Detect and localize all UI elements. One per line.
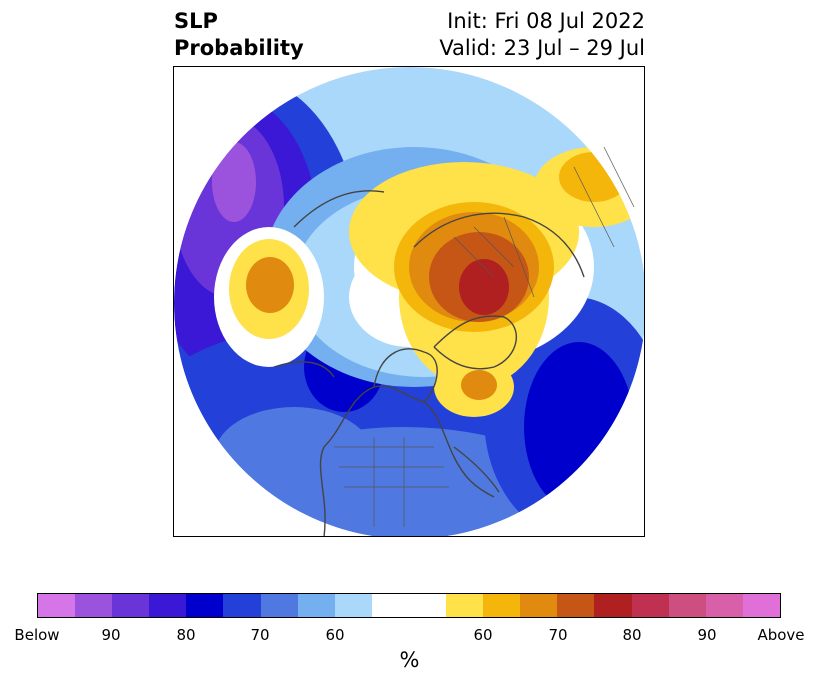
- init-date: Init: Fri 08 Jul 2022: [447, 9, 645, 33]
- tick-label: 80: [622, 626, 642, 644]
- colorbar-segment: [149, 594, 187, 617]
- colorbar-segment: [742, 594, 780, 617]
- tick-label: 70: [548, 626, 568, 644]
- colorbar-segment: [223, 594, 261, 617]
- tick-label: Above: [757, 626, 805, 644]
- colorbar-segment: [520, 594, 558, 617]
- colorbar-segment: [483, 594, 521, 617]
- colorbar: [37, 593, 781, 618]
- map-background: [174, 67, 644, 536]
- shaded-field: [174, 67, 644, 536]
- probability-map-svg: [174, 67, 644, 536]
- forecast-dates: Init: Fri 08 Jul 2022 Valid: 23 Jul – 29…: [439, 8, 645, 62]
- colorbar-unit: %: [399, 648, 420, 672]
- colorbar-segment: [631, 594, 669, 617]
- tick-label: 60: [325, 626, 345, 644]
- colorbar-segment: [186, 594, 224, 617]
- chart-title: SLP Probability: [174, 8, 304, 62]
- tick-label: 90: [101, 626, 121, 644]
- colorbar-segment: [557, 594, 595, 617]
- colorbar-segment: [260, 594, 298, 617]
- valid-range: Valid: 23 Jul – 29 Jul: [439, 36, 645, 60]
- colorbar-segment: [705, 594, 743, 617]
- colorbar-segment: [408, 594, 447, 617]
- title-kind: Probability: [174, 36, 304, 60]
- tick-label: 60: [473, 626, 493, 644]
- tick-label: Below: [14, 626, 60, 644]
- tick-label: 80: [176, 626, 196, 644]
- colorbar-segment: [446, 594, 484, 617]
- colorbar-segment: [594, 594, 632, 617]
- tick-label: 70: [250, 626, 270, 644]
- polar-map: [173, 66, 645, 537]
- colorbar-tick-labels: Below 90 80 70 60 60 70 80 90 Above: [0, 626, 819, 646]
- title-variable: SLP: [174, 9, 218, 33]
- colorbar-segment: [112, 594, 150, 617]
- tick-label: 90: [697, 626, 717, 644]
- colorbar-segment: [75, 594, 113, 617]
- coastlines: [273, 190, 585, 536]
- colorbar-segment: [38, 594, 76, 617]
- colorbar-segment: [668, 594, 706, 617]
- colorbar-segment: [334, 594, 372, 617]
- colorbar-segment: [371, 594, 409, 617]
- borders: [334, 146, 635, 527]
- colorbar-segment: [297, 594, 335, 617]
